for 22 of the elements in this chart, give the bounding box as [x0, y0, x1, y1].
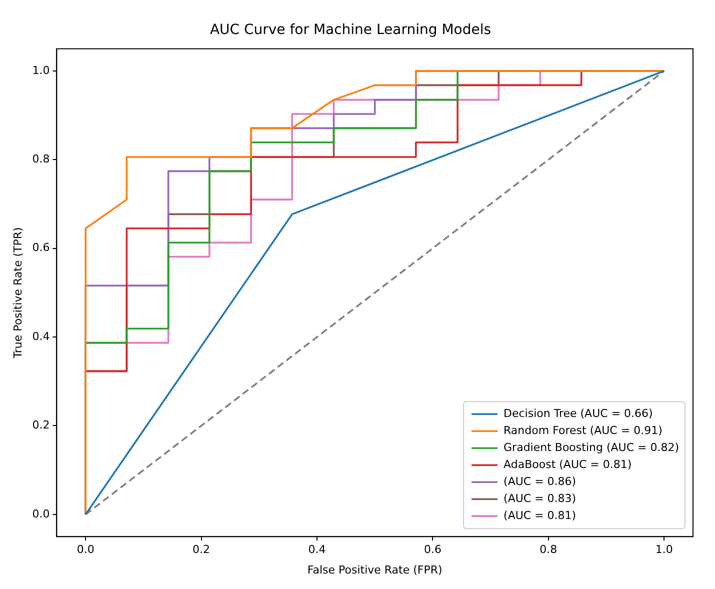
legend-label: Decision Tree (AUC = 0.66) [504, 406, 653, 420]
chart-title: AUC Curve for Machine Learning Models [210, 22, 492, 38]
x-axis-title: False Positive Rate (FPR) [307, 563, 442, 576]
y-tick-label: 0.8 [32, 152, 50, 166]
x-tick-label: 0.2 [192, 543, 210, 556]
legend-label: (AUC = 0.83) [504, 492, 576, 505]
legend-label: Random Forest (AUC = 0.91) [504, 424, 662, 437]
legend-label: (AUC = 0.86) [504, 474, 576, 488]
y-tick-label: 0.4 [32, 330, 50, 343]
legend-label: AdaBoost (AUC = 0.81) [504, 458, 632, 471]
legend-label: Gradient Boosting (AUC = 0.82) [504, 440, 680, 454]
y-axis-title: True Positive Rate (TPR) [11, 227, 24, 360]
legend-label: (AUC = 0.81) [504, 508, 576, 522]
y-tick-label: 0.2 [32, 418, 50, 432]
y-tick-label: 0.0 [32, 507, 50, 520]
x-tick-label: 0.8 [540, 543, 558, 556]
x-tick-label: 0.6 [424, 543, 442, 556]
x-tick-label: 1.0 [655, 543, 673, 556]
x-tick-label: 0.0 [76, 543, 94, 556]
y-tick-label: 1.0 [32, 64, 50, 77]
x-tick-label: 0.4 [308, 543, 326, 556]
y-tick-label: 0.6 [32, 241, 50, 254]
